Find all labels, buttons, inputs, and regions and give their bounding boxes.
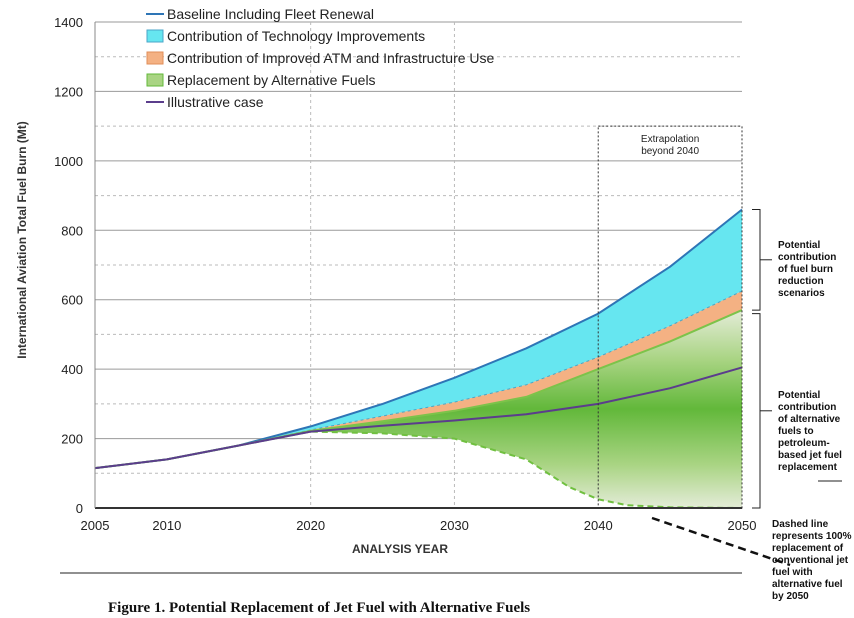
x-axis-title: ANALYSIS YEAR (352, 542, 448, 556)
legend-label: Illustrative case (167, 94, 264, 110)
alternative-fuel-area (95, 310, 742, 508)
fuel-burn-bracket (752, 208, 761, 311)
series-lines (94, 208, 743, 509)
y-tick-label: 600 (61, 293, 83, 308)
x-tick-label: 2050 (728, 518, 757, 533)
fuel-burn-note: reduction (778, 276, 824, 287)
dashed-line-note: by 2050 (772, 591, 809, 602)
fuel-burn-note: of fuel burn (778, 264, 833, 275)
x-tick-label: 2040 (584, 518, 613, 533)
plot-frame (94, 22, 743, 509)
legend: Baseline Including Fleet Renewal Contribu… (146, 6, 495, 110)
fuel-burn-note: Potential (778, 240, 820, 251)
legend-label: Baseline Including Fleet Renewal (167, 6, 374, 22)
alternative-fuel-note: fuels to (778, 426, 814, 437)
y-tick-label: 0 (76, 501, 83, 516)
x-tick-label: 2010 (152, 518, 181, 533)
figure-caption: Figure 1. Potential Replacement of Jet F… (108, 600, 530, 616)
alternative-fuel-bracket (752, 313, 761, 509)
dashed-line-note: Dashed line (772, 519, 829, 530)
legend-label: Contribution of Improved ATM and Infrast… (167, 50, 495, 66)
fuel-burn-note: contribution (778, 252, 836, 263)
extrapolation-label: Extrapolation (641, 134, 699, 145)
dashed-pointer-line (651, 516, 791, 567)
y-axis-title: International Aviation Total Fuel Burn (… (15, 121, 29, 359)
plot-areas (95, 209, 742, 508)
y-tick-label: 400 (61, 362, 83, 377)
y-tick-label: 1400 (54, 15, 83, 30)
dashed-line-note: represents 100% (772, 531, 852, 542)
legend-swatch (146, 51, 164, 65)
extrapolation-box (597, 125, 743, 509)
x-tick-label: 2005 (81, 518, 110, 533)
alternative-fuel-note: contribution (778, 402, 836, 413)
legend-label: Replacement by Alternative Fuels (167, 72, 376, 88)
grid-lines (95, 21, 742, 509)
y-tick-label: 1200 (54, 84, 83, 99)
illustrative-line (94, 366, 743, 470)
alternative-fuel-note: based jet fuel (778, 450, 842, 461)
legend-swatch (146, 73, 164, 87)
alternative-fuel-note: Potential (778, 390, 820, 401)
tick-labels: 0 200 400 600 800 1000 1200 1400 2005 2010 2020 203… (54, 15, 756, 533)
x-tick-label: 2030 (440, 518, 469, 533)
y-tick-label: 800 (61, 223, 83, 238)
alternative-fuel-note: replacement (778, 462, 838, 473)
fuel-burn-note: scenarios (778, 288, 825, 299)
alternative-fuel-note: petroleum- (778, 438, 830, 449)
alternative-fuel-note: of alternative (778, 414, 841, 425)
legend-label: Contribution of Technology Improvements (167, 28, 425, 44)
y-tick-label: 200 (61, 432, 83, 447)
technology-area (95, 209, 742, 469)
extrapolation-label: beyond 2040 (641, 146, 699, 157)
dashed-line-note: fuel with (772, 567, 813, 578)
y-tick-label: 1000 (54, 154, 83, 169)
legend-swatch (146, 29, 164, 43)
dashed-line-note: alternative fuel (772, 579, 843, 590)
dashed-line-note: conventional jet (772, 555, 849, 566)
x-tick-label: 2020 (296, 518, 325, 533)
dashed-line-note: replacement of (772, 543, 844, 554)
